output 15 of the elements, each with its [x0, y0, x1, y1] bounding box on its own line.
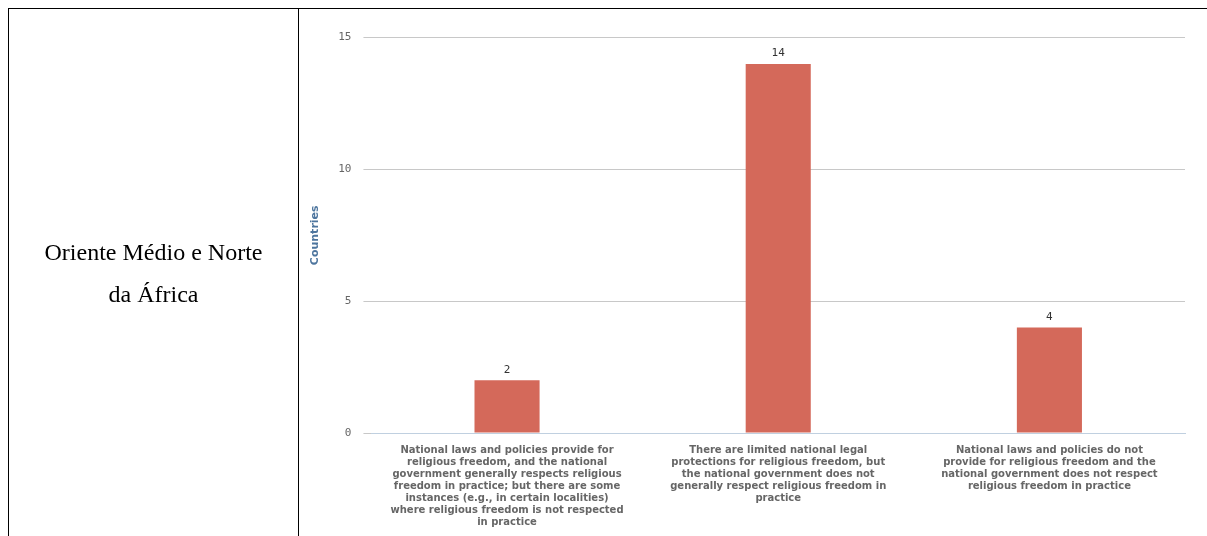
bar [1016, 327, 1082, 433]
x-tick-label: National laws and policies do not provide for religious freedom and the national government does not respect religious freedom in practice [941, 443, 1158, 491]
y-tick-label: 15 [338, 30, 352, 44]
y-tick-label: 0 [344, 425, 352, 439]
data-label: 14 [771, 46, 786, 60]
x-tick-label: There are limited national legal protections for religious freedom, but the national government does not generally respect religious freedom in practice [670, 443, 887, 503]
data-label: 2 [503, 362, 511, 376]
text: Oriente Médio e Norte da África [9, 9, 299, 536]
y-tick-label: 10 [338, 162, 352, 176]
y-tick-label: 5 [344, 294, 352, 308]
x-tick-label: National laws and policies provide for religious freedom, and the national government generally respects religious freedom in practice; but there are some instances (e.g., in certain localities) where religious freedom is not respected in practice [390, 443, 624, 527]
bar [474, 380, 540, 433]
y-axis-title: Countries [308, 204, 322, 266]
data-label: 4 [1046, 309, 1054, 323]
bar [745, 63, 811, 433]
